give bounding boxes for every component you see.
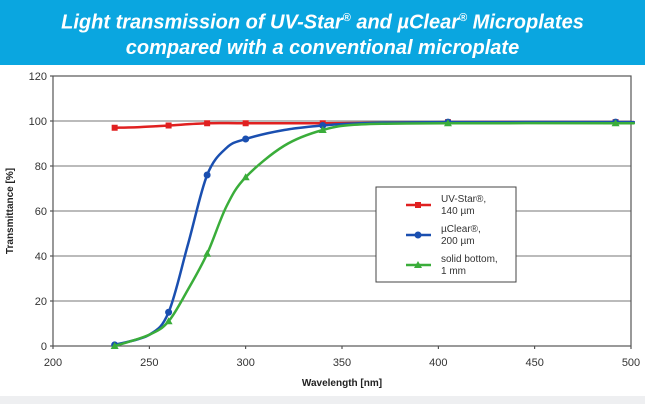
- data-point: [318, 126, 327, 133]
- plot-frame: [52, 75, 632, 347]
- y-tick-label: 20: [35, 296, 47, 308]
- data-point: [241, 173, 250, 181]
- y-tick-label: 100: [29, 116, 47, 128]
- legend-box: [375, 186, 517, 283]
- title-text: Light transmission of UV-Star: [61, 11, 343, 34]
- y-tick-label: 40: [35, 251, 47, 263]
- legend-label: µClear®,: [441, 224, 481, 235]
- legend-marker: [414, 261, 422, 268]
- data-point: [443, 119, 452, 127]
- legend-marker: [414, 231, 422, 239]
- y-tick-label: 0: [41, 341, 47, 353]
- chart-title-line-1: Light transmission of UV-Star® and µClea…: [0, 6, 645, 36]
- x-tick-label: 200: [44, 357, 62, 369]
- chart-title-line-2: compared with a conventional microplate: [125, 36, 520, 59]
- legend-label: 1 mm: [441, 266, 466, 277]
- series-line-1: [114, 120, 636, 347]
- data-point: [203, 171, 211, 179]
- registered-mark: ®: [459, 12, 468, 24]
- chart-title-banner: Light transmission of UV-Star® and µClea…: [0, 0, 645, 65]
- title-text: Microplates: [467, 11, 584, 34]
- series-line-2: [114, 121, 636, 348]
- y-tick-label: 120: [29, 71, 47, 83]
- x-tick-label: 450: [525, 357, 543, 369]
- data-point: [111, 124, 118, 131]
- data-point: [204, 120, 211, 127]
- x-tick-label: 250: [140, 357, 158, 369]
- legend-label: 140 µm: [441, 206, 475, 217]
- y-tick-label: 60: [35, 206, 47, 218]
- x-tick-label: 500: [622, 357, 640, 369]
- data-point: [165, 308, 173, 316]
- data-point: [242, 120, 249, 127]
- y-tick-label: 80: [35, 161, 47, 173]
- legend-label: UV-Star®,: [441, 194, 486, 205]
- y-axis-label: Transmittance [%]: [5, 168, 16, 254]
- x-tick-label: 300: [236, 357, 254, 369]
- x-tick-label: 400: [429, 357, 447, 369]
- data-point: [203, 249, 212, 257]
- x-tick-label: 350: [333, 357, 351, 369]
- legend-marker: [415, 202, 421, 208]
- data-point: [110, 342, 119, 349]
- data-point: [242, 135, 250, 143]
- data-point: [165, 122, 172, 129]
- legend-label: solid bottom,: [441, 254, 498, 265]
- x-axis-label: Wavelength [nm]: [302, 378, 382, 389]
- data-point: [164, 317, 173, 325]
- data-point: [319, 122, 327, 129]
- footer-strip: [0, 396, 645, 404]
- data-point: [611, 119, 620, 127]
- title-text: and µClear: [350, 11, 460, 34]
- registered-mark: ®: [342, 12, 351, 24]
- legend-label: 200 µm: [441, 236, 475, 247]
